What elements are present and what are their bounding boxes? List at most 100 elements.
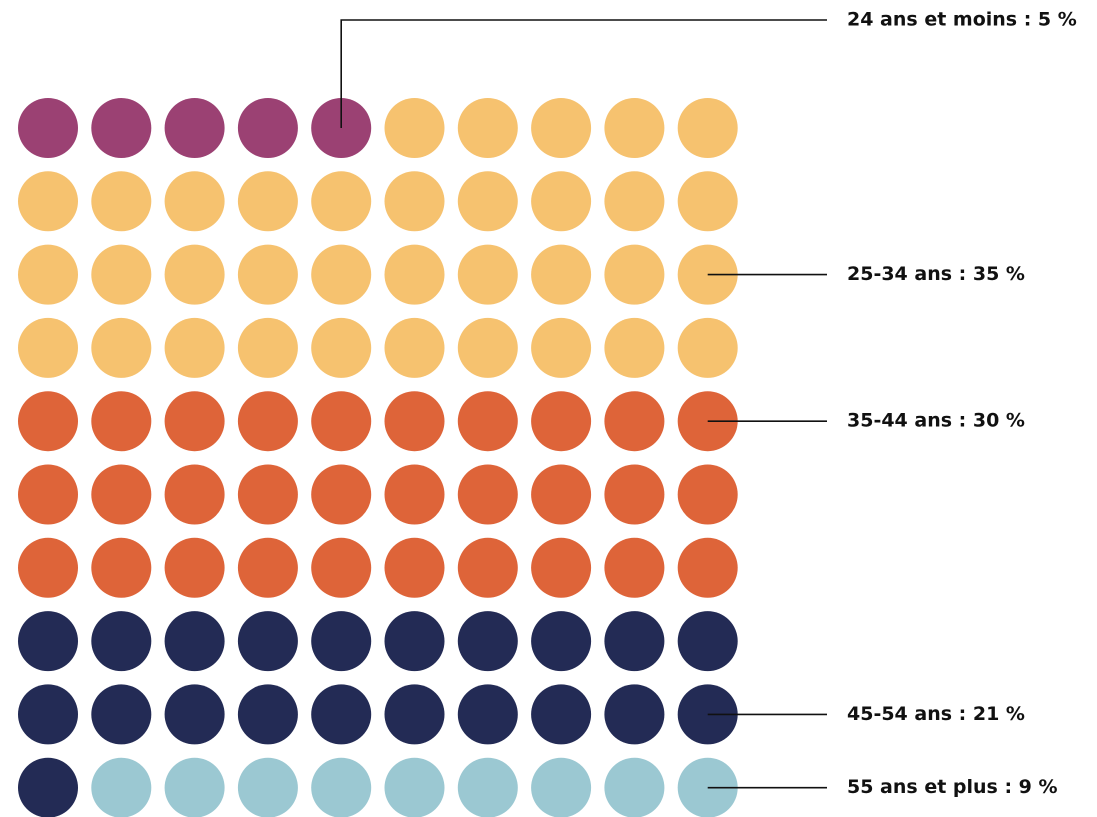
waffle-dot-25-34-ans xyxy=(311,171,372,232)
waffle-dot-25-34-ans xyxy=(384,98,445,158)
series-labels: 24 ans et moins : 5 % 25-34 ans : 35 % 35-… xyxy=(847,9,1077,799)
waffle-dot-25-34-ans xyxy=(91,171,152,232)
waffle-dot-25-34-ans xyxy=(604,317,665,378)
waffle-dot-45-54-ans xyxy=(91,611,152,672)
waffle-dot-35-44-ans xyxy=(677,537,738,598)
waffle-dot-25-34-ans xyxy=(18,171,78,232)
waffle-dot-35-44-ans xyxy=(237,464,298,525)
waffle-dot-35-44-ans xyxy=(457,391,518,452)
waffle-dot-25-34-ans xyxy=(604,244,665,305)
waffle-dot-45-54-ans xyxy=(531,684,592,745)
waffle-dot-45-54-ans xyxy=(311,684,372,745)
waffle-dot-25-34-ans xyxy=(18,317,78,378)
waffle-dot-35-44-ans xyxy=(384,464,445,525)
waffle-dot-25-34-ans xyxy=(311,244,372,305)
waffle-dot-24-ans-et-moins xyxy=(164,98,225,158)
series-label-24-ans-et-moins: 24 ans et moins : 5 % xyxy=(847,9,1077,31)
waffle-dot-45-54-ans xyxy=(18,611,78,672)
waffle-dot-25-34-ans xyxy=(457,317,518,378)
waffle-dot-35-44-ans xyxy=(457,537,518,598)
waffle-dot-25-34-ans xyxy=(457,98,518,158)
waffle-dot-25-34-ans xyxy=(164,244,225,305)
waffle-dots xyxy=(18,98,738,817)
waffle-dot-35-44-ans xyxy=(91,537,152,598)
waffle-dot-35-44-ans xyxy=(237,391,298,452)
waffle-dot-25-34-ans xyxy=(531,171,592,232)
waffle-dot-45-54-ans xyxy=(18,757,78,817)
waffle-dot-45-54-ans xyxy=(384,611,445,672)
series-label-55-ans-et-plus: 55 ans et plus : 9 % xyxy=(847,776,1058,798)
waffle-dot-25-34-ans xyxy=(164,317,225,378)
waffle-dot-35-44-ans xyxy=(531,464,592,525)
waffle-dot-25-34-ans xyxy=(237,244,298,305)
series-label-45-54-ans: 45-54 ans : 21 % xyxy=(847,703,1025,725)
waffle-dot-25-34-ans xyxy=(457,171,518,232)
waffle-dot-35-44-ans xyxy=(18,464,78,525)
waffle-dot-25-34-ans xyxy=(604,171,665,232)
waffle-dot-25-34-ans xyxy=(91,317,152,378)
waffle-dot-25-34-ans xyxy=(311,317,372,378)
waffle-dot-45-54-ans xyxy=(311,611,372,672)
waffle-dot-35-44-ans xyxy=(91,391,152,452)
waffle-dot-45-54-ans xyxy=(531,611,592,672)
waffle-dot-25-34-ans xyxy=(604,98,665,158)
waffle-dot-24-ans-et-moins xyxy=(237,98,298,158)
waffle-dot-45-54-ans xyxy=(237,684,298,745)
waffle-dot-35-44-ans xyxy=(164,537,225,598)
waffle-dot-25-34-ans xyxy=(457,244,518,305)
waffle-dot-55-ans-et-plus xyxy=(531,757,592,817)
waffle-dot-45-54-ans xyxy=(18,684,78,745)
waffle-dot-35-44-ans xyxy=(91,464,152,525)
waffle-dot-35-44-ans xyxy=(384,537,445,598)
waffle-dot-25-34-ans xyxy=(677,98,738,158)
waffle-dot-25-34-ans xyxy=(384,317,445,378)
waffle-dot-35-44-ans xyxy=(237,537,298,598)
waffle-dot-35-44-ans xyxy=(311,391,372,452)
waffle-dot-55-ans-et-plus xyxy=(237,757,298,817)
waffle-dot-35-44-ans xyxy=(18,537,78,598)
leader-line-24-ans-et-moins xyxy=(340,19,827,128)
waffle-dot-25-34-ans xyxy=(677,171,738,232)
waffle-dot-24-ans-et-moins xyxy=(91,98,152,158)
waffle-dot-35-44-ans xyxy=(164,464,225,525)
waffle-dot-35-44-ans xyxy=(604,464,665,525)
series-label-35-44-ans: 35-44 ans : 30 % xyxy=(847,410,1025,432)
waffle-dot-25-34-ans xyxy=(164,171,225,232)
waffle-dot-35-44-ans xyxy=(311,537,372,598)
waffle-dot-55-ans-et-plus xyxy=(384,757,445,817)
waffle-dot-25-34-ans xyxy=(237,317,298,378)
waffle-dot-55-ans-et-plus xyxy=(457,757,518,817)
leader-lines xyxy=(340,19,827,789)
waffle-dot-45-54-ans xyxy=(237,611,298,672)
waffle-dot-45-54-ans xyxy=(384,684,445,745)
waffle-dot-45-54-ans xyxy=(604,611,665,672)
waffle-dot-45-54-ans xyxy=(677,611,738,672)
waffle-dot-35-44-ans xyxy=(18,391,78,452)
waffle-dot-55-ans-et-plus xyxy=(164,757,225,817)
waffle-dot-35-44-ans xyxy=(164,391,225,452)
waffle-dot-35-44-ans xyxy=(384,391,445,452)
waffle-dot-24-ans-et-moins xyxy=(18,98,78,158)
waffle-dot-35-44-ans xyxy=(604,391,665,452)
series-label-25-34-ans: 25-34 ans : 35 % xyxy=(847,263,1025,285)
waffle-dot-45-54-ans xyxy=(604,684,665,745)
waffle-dot-25-34-ans xyxy=(384,244,445,305)
waffle-dot-45-54-ans xyxy=(164,611,225,672)
waffle-dot-25-34-ans xyxy=(384,171,445,232)
waffle-dot-45-54-ans xyxy=(164,684,225,745)
waffle-dot-35-44-ans xyxy=(311,464,372,525)
waffle-dot-45-54-ans xyxy=(91,684,152,745)
waffle-dot-45-54-ans xyxy=(457,684,518,745)
waffle-dot-25-34-ans xyxy=(237,171,298,232)
waffle-dot-35-44-ans xyxy=(531,537,592,598)
waffle-dot-35-44-ans xyxy=(457,464,518,525)
waffle-dot-25-34-ans xyxy=(91,244,152,305)
waffle-dot-55-ans-et-plus xyxy=(604,757,665,817)
waffle-dot-25-34-ans xyxy=(531,317,592,378)
waffle-dot-25-34-ans xyxy=(531,244,592,305)
waffle-dot-25-34-ans xyxy=(18,244,78,305)
waffle-dot-55-ans-et-plus xyxy=(91,757,152,817)
waffle-dot-35-44-ans xyxy=(604,537,665,598)
